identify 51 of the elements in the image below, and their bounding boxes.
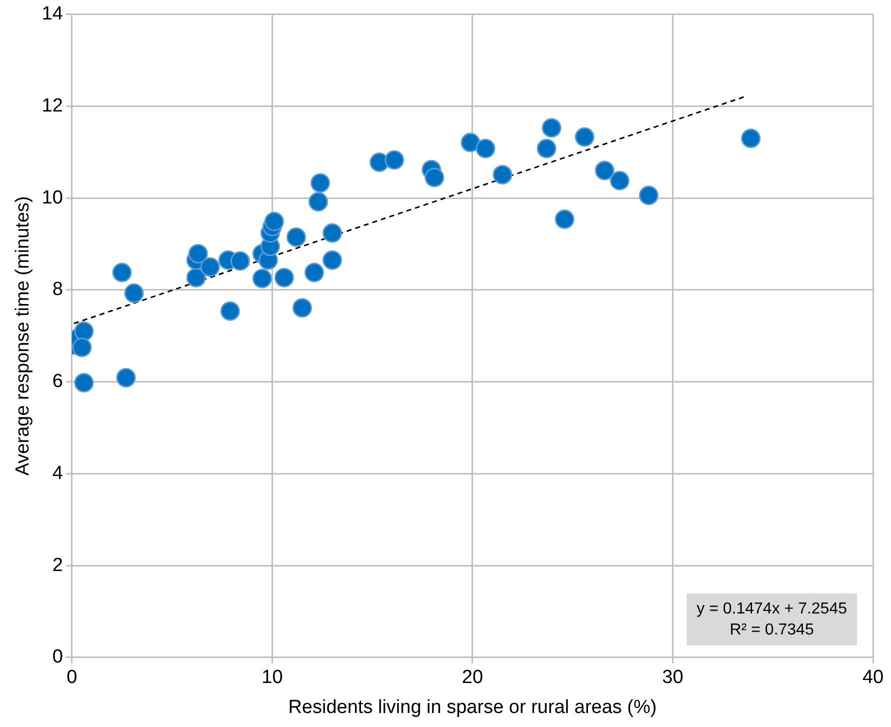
point [492,164,512,184]
point [741,128,761,148]
y-axis-title: Average response time (minutes) [12,196,34,476]
point [304,262,324,282]
point [308,192,328,212]
point [274,268,294,288]
annotation: y = 0.1474x + 7.2545 [696,600,848,618]
point [536,138,556,158]
point [72,338,92,358]
x-axis-title: Residents living in sparse or rural areas (%) [288,696,657,718]
point [112,262,132,282]
point [310,173,330,193]
point [322,223,342,243]
point [292,298,312,318]
point [252,268,272,288]
point [220,301,240,321]
y-tick-label: 12 [42,95,63,116]
point [116,368,136,388]
point [200,257,220,277]
x-tick-label: 40 [862,667,884,688]
y-tick-label: 8 [52,279,63,300]
point [574,127,594,147]
point [264,212,284,232]
point [554,209,574,229]
point [384,150,404,170]
y-tick-label: 6 [52,371,63,392]
point [476,138,496,158]
point [460,132,480,152]
x-tick-label: 10 [262,667,283,688]
point [188,244,208,264]
y-tick-label: 14 [42,4,64,25]
point [638,186,658,206]
point [74,372,94,392]
point [230,251,250,271]
point [542,118,562,138]
annotation: R² = 0.7345 [730,621,814,638]
point [610,170,630,190]
point [322,250,342,270]
point [424,168,444,188]
point [124,283,144,303]
y-tick-label: 2 [52,554,63,576]
point [74,322,94,342]
x-tick-label: 0 [66,667,78,688]
x-tick-label: 20 [462,667,484,688]
y-tick-label: 10 [42,187,63,208]
point [594,160,614,180]
point [186,268,206,288]
x-tick-label: 30 [662,667,684,688]
y-tick-label: 0 [52,646,63,668]
point [286,227,306,247]
y-tick-label: 4 [52,462,64,484]
